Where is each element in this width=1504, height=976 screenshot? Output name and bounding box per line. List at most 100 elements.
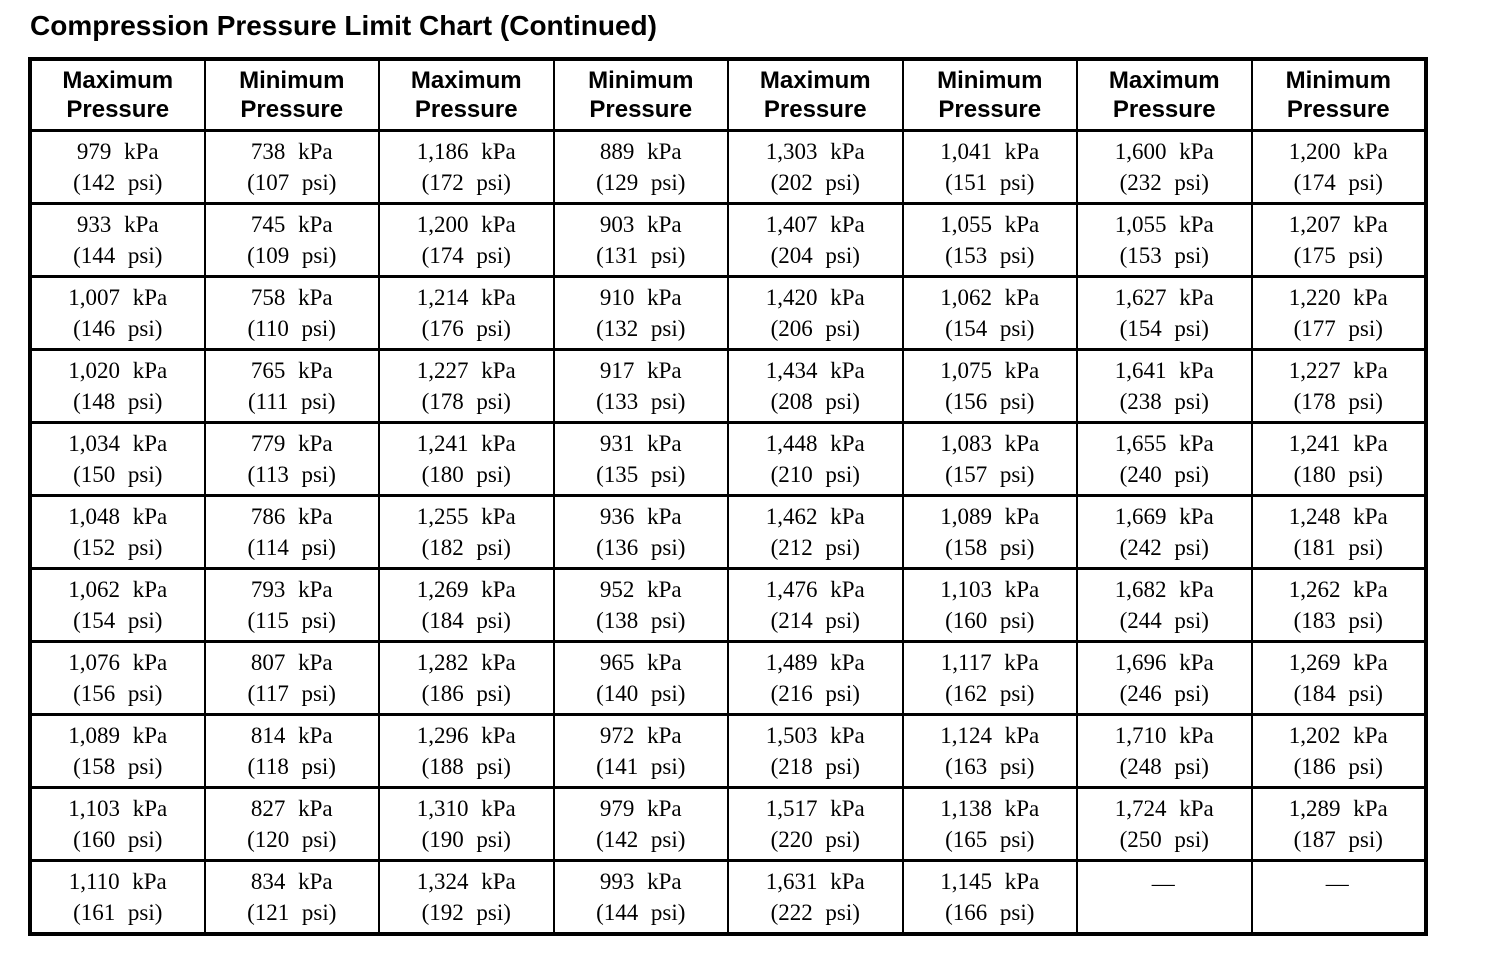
pressure-cell: 1,324 kPa (192 psi): [378, 859, 555, 936]
kpa-value: 1,200 kPa: [416, 212, 516, 237]
psi-value: (248 psi): [1119, 754, 1209, 779]
kpa-value: 931 kPa: [599, 431, 682, 456]
pressure-cell: 1,186 kPa (172 psi): [378, 129, 555, 205]
pressure-cell: 917 kPa (133 psi): [552, 348, 729, 424]
psi-value: (131 psi): [596, 243, 686, 268]
pressure-cell: 979 kPa (142 psi): [552, 786, 729, 862]
psi-value: (135 psi): [596, 462, 686, 487]
kpa-value: 1,517 kPa: [765, 796, 865, 821]
table-row: 1,007 kPa (146 psi) 758 kPa (110 psi) 1,214 …: [29, 275, 1427, 351]
pressure-cell: 1,462 kPa (212 psi): [727, 494, 904, 570]
psi-value: (118 psi): [247, 754, 336, 779]
psi-value: (216 psi): [770, 681, 860, 706]
psi-value: (180 psi): [421, 462, 511, 487]
table-row: 1,103 kPa (160 psi) 827 kPa (120 psi) 1,310 …: [29, 786, 1427, 862]
pressure-cell: 1,145 kPa (166 psi): [901, 859, 1078, 936]
pressure-cell: 1,724 kPa (250 psi): [1076, 786, 1253, 862]
psi-value: (187 psi): [1293, 827, 1383, 852]
kpa-value: 1,269 kPa: [416, 577, 516, 602]
psi-value: (153 psi): [945, 243, 1035, 268]
pressure-cell: 1,062 kPa (154 psi): [901, 275, 1078, 351]
kpa-value: 1,145 kPa: [940, 869, 1040, 894]
kpa-value: 1,669 kPa: [1114, 504, 1214, 529]
pressure-cell: 814 kPa (118 psi): [203, 713, 380, 789]
kpa-value: 972 kPa: [599, 723, 682, 748]
psi-value: (109 psi): [247, 243, 337, 268]
kpa-value: 758 kPa: [250, 285, 333, 310]
pressure-cell: 1,200 kPa (174 psi): [1250, 129, 1427, 205]
psi-value: (186 psi): [421, 681, 511, 706]
pressure-cell: 1,448 kPa (210 psi): [727, 421, 904, 497]
pressure-cell: 1,117 kPa (162 psi): [901, 640, 1078, 716]
kpa-value: 1,710 kPa: [1114, 723, 1214, 748]
kpa-value: 917 kPa: [599, 358, 682, 383]
psi-value: (176 psi): [421, 316, 511, 341]
pressure-cell: 1,062 kPa (154 psi): [29, 567, 206, 643]
pressure-cell: 1,207 kPa (175 psi): [1250, 202, 1427, 278]
psi-value: (178 psi): [421, 389, 511, 414]
pressure-cell: 1,627 kPa (154 psi): [1076, 275, 1253, 351]
psi-value: (151 psi): [945, 170, 1035, 195]
pressure-cell: 889 kPa (129 psi): [552, 129, 729, 205]
pressure-cell: 745 kPa (109 psi): [203, 202, 380, 278]
pressure-cell: 1,202 kPa (186 psi): [1250, 713, 1427, 789]
pressure-cell: 1,262 kPa (183 psi): [1250, 567, 1427, 643]
pressure-cell: 1,269 kPa (184 psi): [1250, 640, 1427, 716]
pressure-cell: 827 kPa (120 psi): [203, 786, 380, 862]
pressure-cell: 1,138 kPa (165 psi): [901, 786, 1078, 862]
empty-cell: —: [1076, 859, 1253, 936]
pressure-cell: 910 kPa (132 psi): [552, 275, 729, 351]
pressure-cell: 1,255 kPa (182 psi): [378, 494, 555, 570]
pressure-cell: 1,296 kPa (188 psi): [378, 713, 555, 789]
table-body: 979 kPa (142 psi) 738 kPa (107 psi) 1,186 kP…: [29, 129, 1427, 936]
empty-cell: —: [1250, 859, 1427, 936]
psi-value: (192 psi): [421, 900, 511, 925]
pressure-cell: 834 kPa (121 psi): [203, 859, 380, 936]
kpa-value: 1,062 kPa: [940, 285, 1040, 310]
psi-value: (190 psi): [421, 827, 511, 852]
pressure-cell: 1,075 kPa (156 psi): [901, 348, 1078, 424]
kpa-value: 786 kPa: [250, 504, 333, 529]
psi-value: (178 psi): [1293, 389, 1383, 414]
pressure-cell: 1,434 kPa (208 psi): [727, 348, 904, 424]
kpa-value: 807 kPa: [250, 650, 333, 675]
psi-value: (152 psi): [73, 535, 163, 560]
psi-value: (154 psi): [1119, 316, 1209, 341]
kpa-value: 1,289 kPa: [1288, 796, 1388, 821]
pressure-cell: 1,083 kPa (157 psi): [901, 421, 1078, 497]
pressure-cell: 1,655 kPa (240 psi): [1076, 421, 1253, 497]
kpa-value: 1,202 kPa: [1288, 723, 1388, 748]
pressure-cell: 1,055 kPa (153 psi): [1076, 202, 1253, 278]
pressure-cell: 1,200 kPa (174 psi): [378, 202, 555, 278]
kpa-value: 779 kPa: [250, 431, 333, 456]
kpa-value: 1,062 kPa: [68, 577, 168, 602]
psi-value: (117 psi): [247, 681, 336, 706]
pressure-cell: 1,517 kPa (220 psi): [727, 786, 904, 862]
psi-value: (160 psi): [945, 608, 1035, 633]
table-row: 1,048 kPa (152 psi) 786 kPa (114 psi) 1,255 …: [29, 494, 1427, 570]
kpa-value: 1,075 kPa: [940, 358, 1040, 383]
psi-value: (121 psi): [247, 900, 337, 925]
pressure-cell: 952 kPa (138 psi): [552, 567, 729, 643]
pressure-cell: 1,503 kPa (218 psi): [727, 713, 904, 789]
column-header: Minimum Pressure: [901, 57, 1078, 132]
kpa-value: 910 kPa: [599, 285, 682, 310]
psi-value: (250 psi): [1119, 827, 1209, 852]
kpa-value: 1,214 kPa: [416, 285, 516, 310]
column-header: Minimum Pressure: [552, 57, 729, 132]
kpa-value: 1,324 kPa: [416, 869, 516, 894]
pressure-cell: 1,241 kPa (180 psi): [1250, 421, 1427, 497]
kpa-value: 1,138 kPa: [940, 796, 1040, 821]
pressure-cell: 1,055 kPa (153 psi): [901, 202, 1078, 278]
psi-value: (120 psi): [247, 827, 337, 852]
kpa-value: 1,641 kPa: [1114, 358, 1214, 383]
psi-value: (140 psi): [596, 681, 686, 706]
pressure-cell: 1,076 kPa (156 psi): [29, 640, 206, 716]
kpa-value: 1,034 kPa: [68, 431, 168, 456]
psi-value: (165 psi): [945, 827, 1035, 852]
kpa-value: 952 kPa: [599, 577, 682, 602]
psi-value: (186 psi): [1293, 754, 1383, 779]
kpa-value: 1,103 kPa: [940, 577, 1040, 602]
kpa-value: 1,041 kPa: [940, 139, 1040, 164]
pressure-cell: 965 kPa (140 psi): [552, 640, 729, 716]
